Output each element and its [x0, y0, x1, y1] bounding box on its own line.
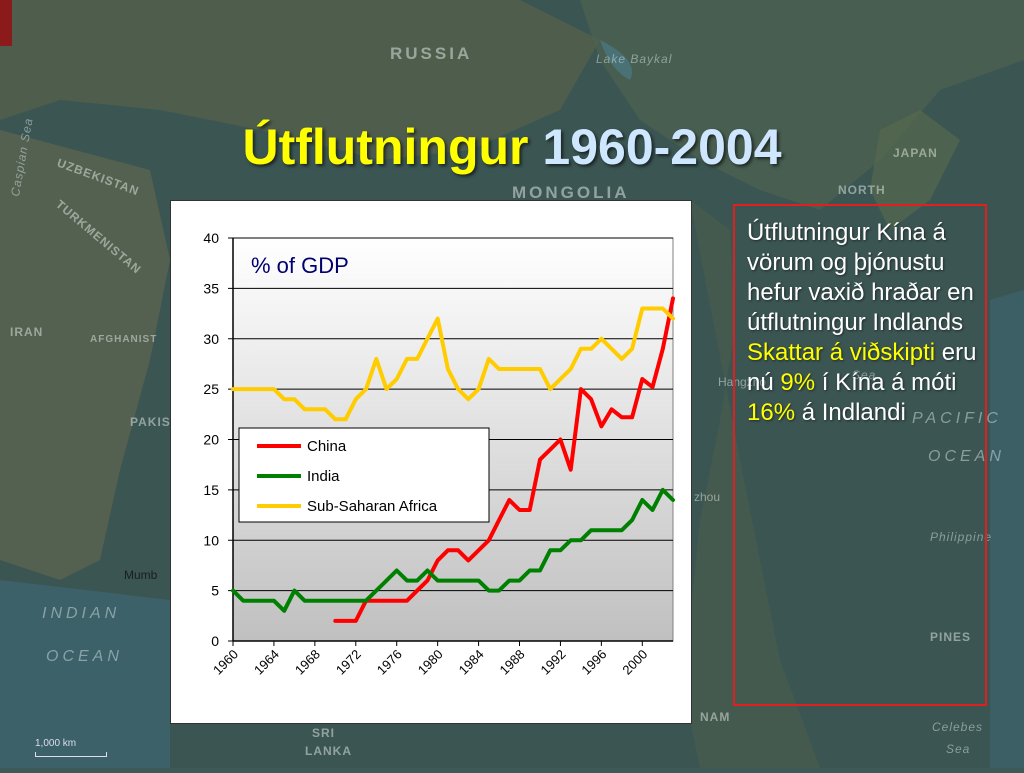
x-tick-label-1968: 1968 — [292, 647, 323, 678]
chart-title: % of GDP — [251, 253, 349, 278]
map-label-nam: NAM — [700, 710, 731, 724]
x-tick-label-1996: 1996 — [578, 647, 609, 678]
legend-label-china: China — [307, 438, 347, 455]
series-lines — [231, 296, 675, 623]
map-label-celebes-sea: Sea — [946, 742, 971, 756]
map-label-afghanistan: AFGHANIST — [90, 334, 158, 345]
note-highlight-india-pct: 16% — [747, 399, 796, 426]
y-tick-label-35: 35 — [203, 280, 219, 296]
x-tick-label-2000: 2000 — [619, 647, 650, 678]
map-label-sri: SRI — [312, 726, 336, 740]
series-line-india — [231, 487, 675, 613]
note-text-4: á Indlandi — [795, 399, 906, 426]
note-box: Útflutningur Kína á vörum og þjónustu he… — [733, 204, 987, 706]
x-tick-label-1980: 1980 — [415, 647, 446, 678]
map-label-sea: Sea — [852, 368, 877, 382]
slide-title: Útflutningur 1960-2004 — [0, 118, 1024, 176]
x-tick-label-1984: 1984 — [456, 647, 487, 678]
map-scale-bar: 1,000 km — [35, 738, 107, 757]
map-label-mumbai: Mumb — [124, 568, 158, 582]
map-label-zhou: zhou — [694, 490, 721, 504]
map-label-iran: IRAN — [10, 325, 44, 339]
map-label-pacific: PACIFIC — [912, 410, 1002, 427]
x-tick-label-1976: 1976 — [374, 647, 405, 678]
map-label-hangzhou: Hangzho — [718, 375, 767, 389]
map-label-indian: INDIAN — [42, 605, 121, 622]
y-tick-label-25: 25 — [203, 381, 219, 397]
legend-label-india: India — [307, 468, 340, 485]
note-text-2: eru nú — [747, 339, 977, 396]
y-tick-label-15: 15 — [203, 482, 219, 498]
series-line-sub-saharan-africa — [231, 306, 675, 422]
map-label-mongolia: MONGOLIA — [512, 183, 630, 202]
map-label-lake-baykal: Lake Baykal — [596, 52, 673, 66]
map-label-celebes: Celebes — [932, 720, 984, 734]
chart-legend: China India Sub-Saharan Africa — [238, 427, 490, 523]
slide-title-years: 1960-2004 — [542, 119, 782, 175]
x-tick-label-1960: 1960 — [210, 647, 241, 678]
y-tick-label-10: 10 — [203, 532, 219, 548]
accent-bar — [0, 0, 12, 46]
map-label-philippine: Philippine — [930, 530, 993, 544]
x-tick-label-1972: 1972 — [333, 647, 364, 678]
y-tick-label-5: 5 — [211, 583, 219, 599]
series-line-china — [333, 296, 675, 623]
legend-label-sub-saharan-africa: Sub-Saharan Africa — [307, 498, 438, 515]
x-tick-label-1992: 1992 — [538, 647, 569, 678]
note-highlight-trade-taxes: Skattar á viðskipti — [747, 339, 936, 366]
x-tick-label-1964: 1964 — [251, 647, 282, 678]
map-label-japan: JAPAN — [893, 146, 938, 160]
map-label-lanka: LANKA — [305, 744, 352, 758]
map-label-pakistan: PAKIS — [130, 415, 171, 429]
map-label-ocean-left: OCEAN — [46, 648, 123, 665]
y-tick-label-40: 40 — [203, 230, 219, 246]
note-text-3: í Kína á móti — [815, 369, 957, 396]
slide-title-main: Útflutningur — [242, 119, 529, 175]
y-tick-label-0: 0 — [211, 633, 219, 649]
note-highlight-china-pct: 9% — [780, 369, 816, 396]
map-label-russia: RUSSIA — [390, 44, 473, 63]
y-axis-ticks: 0 5 10 15 20 25 30 35 40 — [203, 230, 233, 649]
line-chart: 0 5 10 15 20 25 30 35 40 1960 1964 1968 1972 1976 198… — [203, 230, 675, 678]
chart-panel: 0 5 10 15 20 25 30 35 40 1960 1964 1968 1972 1976 198… — [170, 200, 692, 724]
map-label-north: NORTH — [838, 183, 886, 197]
map-scale-label: 1,000 km — [35, 738, 77, 749]
y-tick-label-20: 20 — [203, 432, 219, 448]
map-label-ocean-right: OCEAN — [928, 448, 1005, 465]
map-scale-line — [35, 752, 107, 757]
map-label-pines: PINES — [930, 630, 972, 644]
x-tick-label-1988: 1988 — [497, 647, 528, 678]
y-tick-label-30: 30 — [203, 331, 219, 347]
note-text-1: Útflutningur Kína á vörum og þjónustu he… — [747, 219, 974, 336]
